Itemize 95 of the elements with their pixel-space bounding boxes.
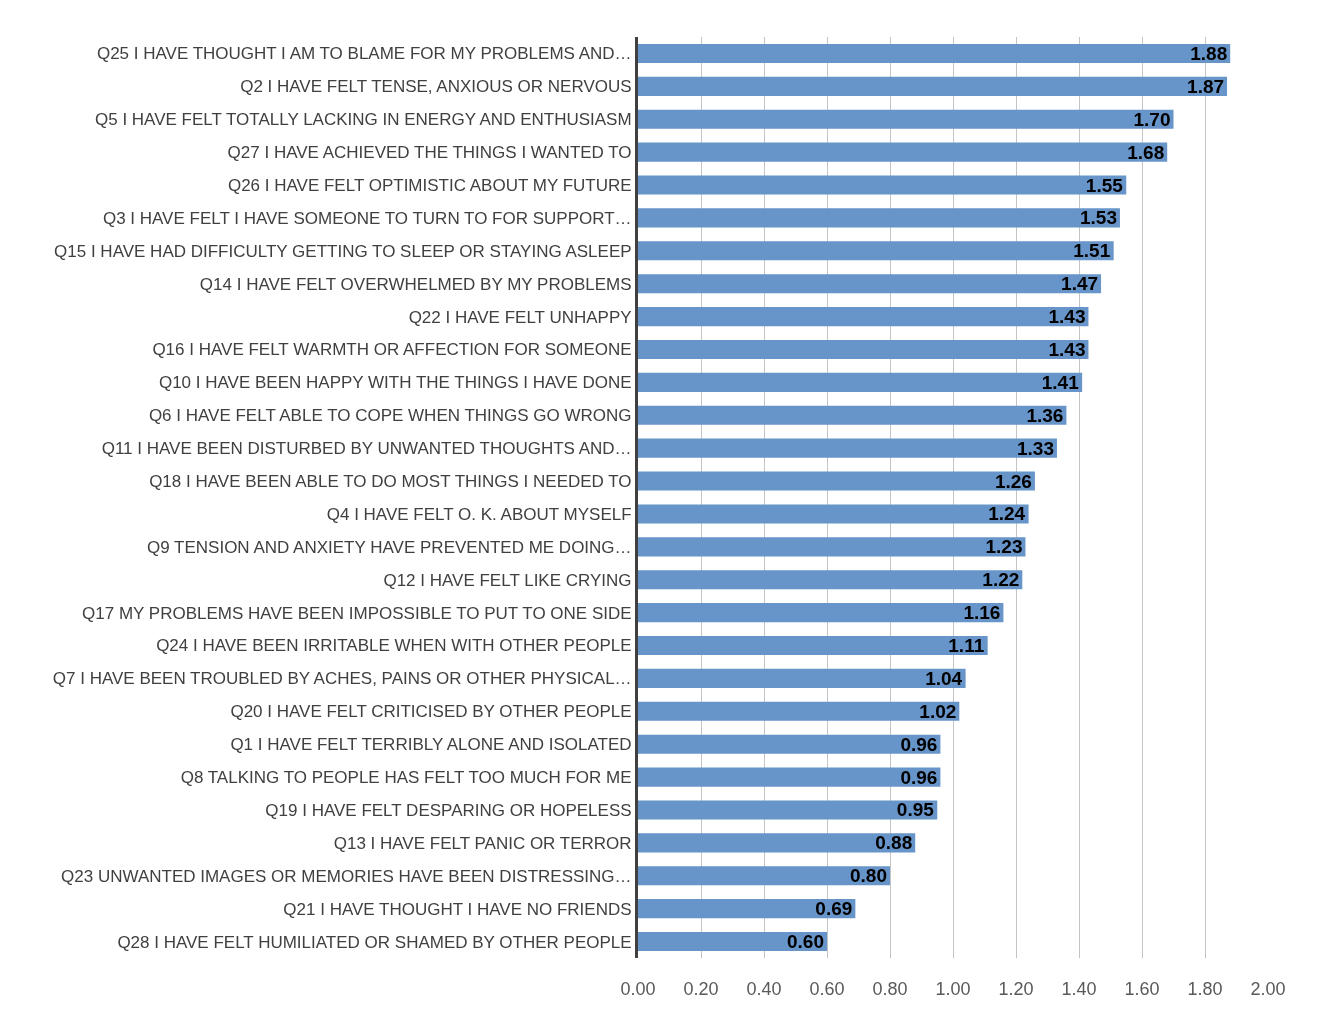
data-label: 0.80 [850, 865, 887, 887]
data-label: 1.51 [1073, 240, 1111, 262]
bar [638, 274, 1102, 294]
data-label: 1.53 [1079, 207, 1117, 229]
bar [638, 339, 1089, 360]
y-tick-label: Q13 I HAVE FELT PANIC OR TERROR [333, 833, 632, 853]
bar [638, 372, 1083, 392]
data-label: 1.04 [925, 667, 963, 689]
y-tick-label: Q21 I HAVE THOUGHT I HAVE NO FRIENDS [283, 899, 632, 919]
y-tick-label: Q27 I HAVE ACHIEVED THE THINGS I WANTED TO [227, 143, 632, 163]
data-label: 1.33 [1016, 437, 1054, 459]
bar [638, 307, 1089, 327]
data-label: 1.02 [919, 700, 957, 722]
y-tick-label: Q17 MY PROBLEMS HAVE BEEN IMPOSSIBLE TO PUT TO ONE SIDE [82, 603, 632, 623]
bar [638, 800, 938, 820]
data-label: 1.22 [982, 569, 1020, 591]
x-tick-label: 1.00 [935, 979, 971, 999]
data-label: 0.60 [787, 931, 824, 953]
x-tick-label: 0.00 [620, 979, 656, 999]
data-label: 0.88 [875, 832, 913, 854]
y-tick-label: Q16 I HAVE FELT WARMTH OR AFFECTION FOR SOMEONE [152, 340, 632, 360]
bar [638, 109, 1174, 129]
bar [638, 899, 856, 919]
x-tick-label: 1.60 [1124, 979, 1160, 999]
data-label: 1.87 [1187, 75, 1225, 97]
y-tick-label: Q26 I HAVE FELT OPTIMISTIC ABOUT MY FUTURE [227, 175, 632, 195]
data-label: 1.26 [994, 470, 1032, 492]
y-tick-label: Q7 I HAVE BEEN TROUBLED BY ACHES, PAINS OR OTHER PHYSICAL… [52, 669, 632, 689]
y-tick-label: Q11 I HAVE BEEN DISTURBED BY UNWANTED THOUGHTS AND… [101, 439, 632, 459]
y-tick-label: Q18 I HAVE BEEN ABLE TO DO MOST THINGS I NEEDED TO [149, 472, 632, 491]
data-label: 1.36 [1026, 404, 1064, 426]
x-tick-label: 0.80 [872, 979, 908, 999]
bar [638, 175, 1127, 195]
x-tick-label: 1.20 [998, 979, 1034, 999]
bar [638, 635, 988, 656]
data-label: 0.96 [900, 733, 938, 755]
bar [638, 537, 1026, 557]
y-tick-label: Q19 I HAVE FELT DESPARING OR HOPELESS [265, 800, 632, 820]
data-label: 1.23 [985, 536, 1023, 558]
data-label: 0.95 [896, 799, 935, 821]
bar [638, 405, 1067, 425]
y-tick-label: Q15 I HAVE HAD DIFFICULTY GETTING TO SLEEP OR STAYING ASLEEP [54, 241, 632, 261]
y-tick-label: Q14 I HAVE FELT OVERWHELMED BY MY PROBLEMS [199, 274, 632, 294]
bar [638, 570, 1023, 590]
y-tick-label: Q3 I HAVE FELT I HAVE SOMEONE TO TURN TO FOR SUPPORT… [102, 208, 632, 228]
y-tick-label: Q8 TALKING TO PEOPLE HAS FELT TOO MUCH FOR ME [180, 768, 632, 788]
bar [638, 932, 827, 952]
data-label: 1.43 [1048, 306, 1086, 328]
y-tick-label: Q2 I HAVE FELT TENSE, ANXIOUS OR NERVOUS [240, 77, 632, 97]
data-label: 1.68 [1127, 141, 1165, 163]
y-tick-label: Q10 I HAVE BEEN HAPPY WITH THE THINGS I HAVE DONE [158, 373, 632, 393]
bar [638, 668, 966, 688]
y-tick-label: Q12 I HAVE FELT LIKE CRYING [383, 570, 632, 590]
data-label: 1.55 [1085, 174, 1124, 196]
y-tick-label: Q25 I HAVE THOUGHT I AM TO BLAME FOR MY PROBLEMS AND… [96, 44, 632, 64]
bar [638, 208, 1120, 228]
bar [638, 471, 1035, 491]
y-tick-label: Q5 I HAVE FELT TOTALLY LACKING IN ENERGY AND ENTHUSIASM [94, 110, 632, 130]
bar [638, 734, 941, 754]
x-tick-label: 1.40 [1061, 979, 1097, 999]
data-label: 1.24 [988, 503, 1026, 525]
y-tick-label: Q28 I HAVE FELT HUMILIATED OR SHAMED BY OTHER PEOPLE [117, 932, 632, 952]
bar [638, 241, 1114, 261]
y-tick-label: Q4 I HAVE FELT O. K. ABOUT MYSELF [326, 504, 632, 524]
x-tick-label: 0.60 [809, 979, 845, 999]
x-tick-label: 0.20 [683, 979, 719, 999]
bar [638, 833, 916, 853]
x-tick-label: 0.40 [746, 979, 782, 999]
data-label: 1.41 [1041, 371, 1080, 393]
data-label: 0.96 [900, 766, 938, 788]
data-label: 1.47 [1061, 273, 1099, 295]
y-tick-label: Q23 UNWANTED IMAGES OR MEMORIES HAVE BEEN DISTRESSING… [61, 866, 632, 886]
data-label: 0.69 [815, 898, 853, 920]
y-tick-label: Q9 TENSION AND ANXIETY HAVE PREVENTED ME DOING… [146, 537, 632, 557]
x-tick-label: 2.00 [1250, 979, 1286, 999]
y-tick-label: Q1 I HAVE FELT TERRIBLY ALONE AND ISOLATED [230, 735, 632, 755]
bar [638, 767, 941, 787]
x-tick-label: 1.80 [1187, 979, 1223, 999]
bar [638, 142, 1168, 162]
bar [638, 43, 1231, 63]
y-tick-label: Q6 I HAVE FELT ABLE TO COPE WHEN THINGS GO WRONG [148, 406, 632, 426]
data-label: 1.88 [1190, 42, 1228, 64]
data-label: 1.16 [963, 602, 1001, 624]
data-label: 1.11 [948, 635, 985, 657]
bar [638, 866, 890, 886]
bar [638, 603, 1004, 623]
y-tick-label: Q24 I HAVE BEEN IRRITABLE WHEN WITH OTHER PEOPLE [156, 636, 632, 656]
bar [638, 438, 1057, 458]
data-label: 1.43 [1048, 338, 1086, 360]
bar [638, 504, 1029, 524]
y-tick-label: Q20 I HAVE FELT CRITICISED BY OTHER PEOPLE [230, 702, 632, 722]
bar [638, 76, 1228, 96]
y-tick-label: Q22 I HAVE FELT UNHAPPY [408, 307, 632, 327]
bar [638, 701, 960, 721]
data-label: 1.70 [1133, 108, 1171, 130]
